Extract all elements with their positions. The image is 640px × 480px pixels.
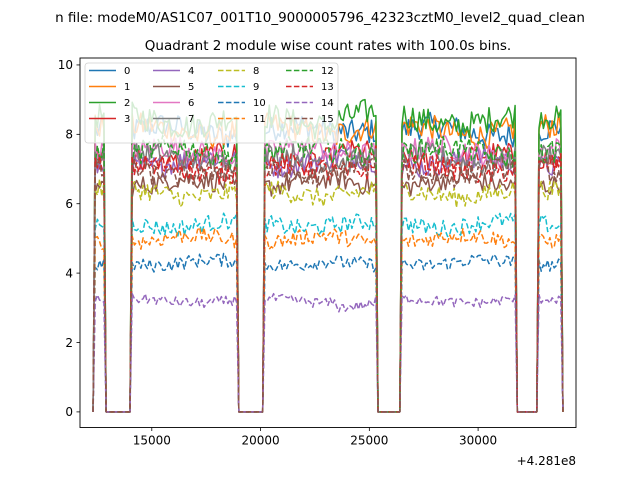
series-line-13	[92, 152, 564, 413]
x-tick-label: 15000	[133, 434, 171, 448]
legend-label-13: 13	[321, 82, 334, 93]
y-tick-label: 8	[65, 128, 73, 142]
x-tick-label: 20000	[241, 434, 279, 448]
figure-suptitle: n file: modeM0/AS1C07_001T10_9000005796_…	[55, 10, 585, 26]
legend-label-1: 1	[124, 82, 130, 93]
series-line-5	[92, 168, 564, 413]
y-tick-label: 0	[65, 405, 73, 419]
legend-label-2: 2	[124, 98, 130, 109]
series-line-15	[92, 154, 564, 413]
y-tick-label: 4	[65, 266, 73, 280]
legend-label-6: 6	[188, 98, 194, 109]
legend-label-12: 12	[321, 66, 334, 77]
series-line-4	[92, 145, 564, 413]
y-tick-label: 10	[58, 58, 73, 72]
y-tick-label: 6	[65, 197, 73, 211]
legend-box	[84, 62, 339, 144]
legend-label-14: 14	[321, 98, 334, 109]
series-line-9	[92, 212, 564, 413]
legend-label-9: 9	[253, 82, 259, 93]
legend-label-3: 3	[124, 114, 130, 125]
x-tick-label: 30000	[459, 434, 497, 448]
x-tick-label: 25000	[350, 434, 388, 448]
chart-title: Quadrant 2 module wise count rates with …	[145, 38, 511, 54]
legend-label-4: 4	[188, 66, 194, 77]
legend-label-5: 5	[188, 82, 194, 93]
legend-label-11: 11	[253, 114, 266, 125]
series-line-8	[92, 178, 564, 413]
legend-label-8: 8	[253, 66, 259, 77]
legend-label-0: 0	[124, 66, 130, 77]
legend-label-10: 10	[253, 98, 266, 109]
series-layer	[92, 98, 564, 413]
legend-label-7: 7	[188, 114, 194, 125]
y-tick-label: 2	[65, 336, 73, 350]
x-offset-label: +4.281e8	[517, 454, 576, 468]
plot-frame	[79, 57, 577, 428]
series-line-14	[92, 292, 564, 413]
legend-label-15: 15	[321, 114, 334, 125]
series-line-10	[92, 252, 564, 413]
series-line-11	[92, 226, 564, 413]
